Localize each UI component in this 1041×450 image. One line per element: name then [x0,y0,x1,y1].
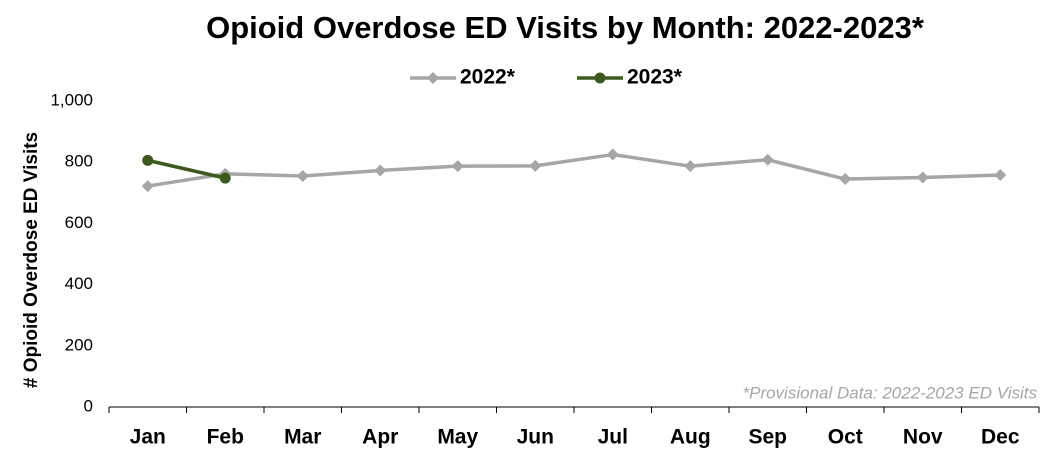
x-tick-label: Sep [748,426,787,449]
point [296,169,309,182]
x-tick-label: May [437,426,478,449]
y-axis-label: # Opioid Overdose ED Visits [21,132,42,388]
y-tick-label: 0 [84,396,93,415]
point [684,160,697,173]
x-tick-label: Mar [284,426,321,449]
x-tick-label: Aug [670,426,711,449]
point [451,160,464,173]
point [141,180,154,193]
legend-marker [427,72,439,84]
x-tick-label: Oct [828,426,863,449]
x-tick-label: Jul [598,426,628,449]
y-tick-label: 600 [65,213,93,232]
y-tick-label: 200 [65,335,93,354]
annotation: *Provisional Data: 2022-2023 ED Visits [742,383,1037,402]
point [219,172,231,184]
point [994,169,1007,182]
point [374,164,387,177]
x-tick-label: Nov [903,426,943,449]
legend-label: 2023* [627,66,683,89]
legend-label: 2022* [460,66,516,89]
x-tick-label: Feb [207,426,244,449]
point [761,153,774,166]
series-line [147,152,1001,188]
y-tick-label: 1,000 [50,90,93,109]
legend-marker [594,72,606,84]
y-tick-label: 800 [65,152,93,171]
point [916,171,929,184]
chart-title: Opioid Overdose ED Visits by Month: 2022… [206,10,925,45]
x-tick-label: Jun [517,426,554,449]
point [606,148,619,161]
point [142,154,154,166]
x-tick-label: Dec [981,426,1020,449]
x-tick-label: Jan [130,426,166,449]
y-tick-label: 400 [65,274,93,293]
point [839,173,852,186]
point [529,159,542,172]
x-tick-label: Apr [362,426,398,449]
series-line [147,158,226,180]
